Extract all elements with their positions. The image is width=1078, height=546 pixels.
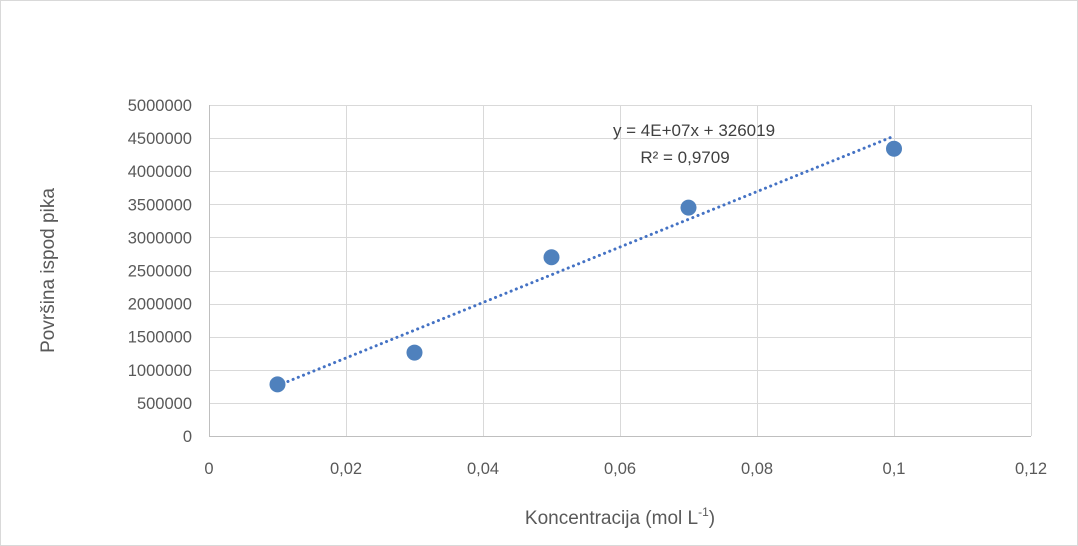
y-tick-label: 4000000	[128, 163, 192, 181]
y-tick-label: 5000000	[128, 97, 192, 115]
trendline-r-squared: R² = 0,9709	[640, 148, 729, 167]
y-tick-label: 1000000	[128, 362, 192, 380]
trendline-layer	[276, 134, 896, 388]
data-point	[680, 199, 697, 216]
x-tick-label: 0	[204, 460, 213, 478]
y-tick-label: 3500000	[128, 196, 192, 214]
tick-labels: 0 500000 1000000 1500000 2000000 2500000 30000…	[128, 97, 1047, 478]
trendline-equation: y = 4E+07x + 326019	[613, 121, 775, 140]
gridlines	[209, 105, 1032, 436]
x-axis-title-superscript: -1	[698, 505, 709, 519]
x-tick-label: 0,02	[330, 460, 362, 478]
y-axis-title: Površina ispod pika	[38, 188, 59, 353]
y-tick-label: 1500000	[128, 329, 192, 347]
x-tick-label: 0,08	[741, 460, 773, 478]
y-tick-label: 0	[183, 428, 192, 446]
x-axis-title-suffix: )	[709, 508, 715, 529]
data-point	[886, 140, 902, 157]
trendline	[276, 134, 896, 388]
x-tick-label: 0,04	[467, 460, 499, 478]
x-axis-title: Koncentracija (mol L-1)	[525, 505, 715, 529]
axes	[209, 105, 1031, 437]
y-tick-label: 2500000	[128, 263, 192, 281]
x-tick-label: 0,12	[1015, 460, 1047, 478]
data-point	[269, 376, 286, 393]
data-point	[406, 344, 423, 361]
y-tick-label: 3000000	[128, 229, 192, 247]
y-tick-label: 4500000	[128, 130, 192, 148]
data-point	[543, 249, 560, 266]
y-tick-label: 500000	[137, 395, 192, 413]
data-points	[269, 140, 902, 393]
y-tick-label: 2000000	[128, 296, 192, 314]
x-tick-label: 0,1	[883, 460, 906, 478]
x-axis-title-main: Koncentracija (mol L	[525, 508, 698, 529]
x-tick-label: 0,06	[604, 460, 636, 478]
